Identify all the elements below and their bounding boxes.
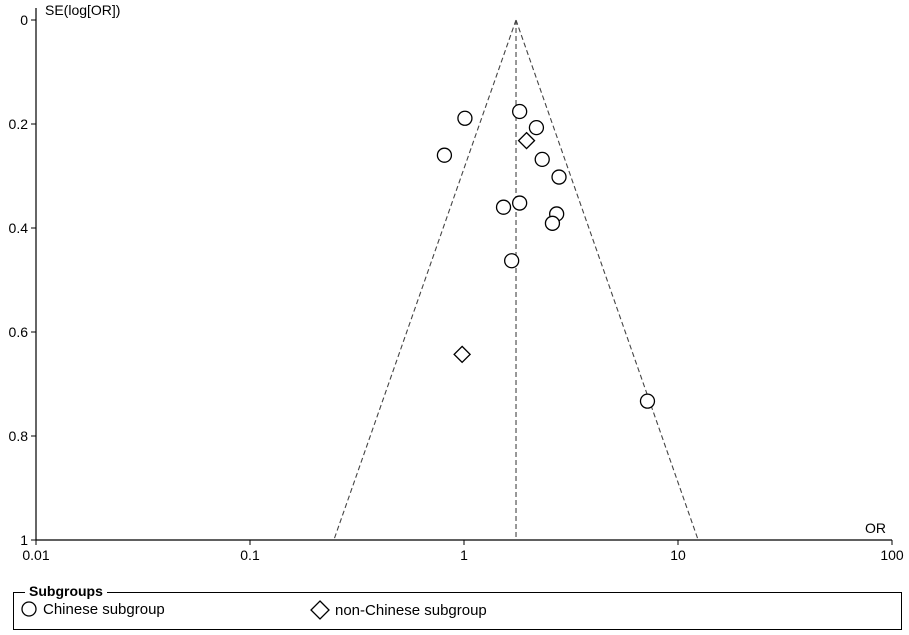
axes-layer: 00.20.40.60.810.01 0.1 1 10 100 — [9, 8, 904, 563]
legend-item-chinese: Chinese subgroup — [20, 600, 165, 618]
point-chinese — [528, 119, 545, 136]
x-tick-label: 100 — [880, 547, 904, 563]
funnel-plot: 00.20.40.60.810.01 0.1 1 10 100 SE(log[OR]) … — [9, 2, 904, 563]
y-axis-title: SE(log[OR]) — [45, 2, 120, 18]
legend-title: Subgroups — [25, 583, 107, 599]
point-chinese — [504, 253, 520, 269]
y-tick-label: 0 — [20, 12, 28, 28]
circle-marker-icon — [21, 601, 37, 617]
y-tick-label: 0.6 — [9, 324, 29, 340]
point-chinese — [551, 169, 567, 185]
y-tick-label: 0.8 — [9, 428, 29, 444]
funnel-lines — [333, 19, 699, 541]
diamond-marker-icon — [310, 600, 330, 620]
point-chinese — [512, 103, 528, 120]
point-non-chinese — [517, 131, 536, 150]
x-tick-label: 0.1 — [240, 547, 260, 563]
point-chinese — [436, 147, 453, 163]
legend-item-non-chinese: non-Chinese subgroup — [310, 600, 487, 620]
x-tick-label: 10 — [670, 547, 686, 563]
point-chinese — [495, 199, 512, 215]
point-non-chinese — [453, 345, 472, 364]
x-tick-label: 0.01 — [22, 547, 49, 563]
funnel-right-limit — [515, 19, 699, 541]
point-chinese — [639, 393, 656, 409]
point-chinese — [544, 215, 561, 231]
x-tick-label: 1 — [460, 547, 468, 563]
data-points — [436, 103, 656, 409]
legend-label-non-chinese: non-Chinese subgroup — [335, 601, 487, 619]
point-chinese — [457, 110, 473, 126]
y-tick-label: 0.4 — [9, 220, 29, 236]
y-tick-label: 0.2 — [9, 116, 29, 132]
legend-box — [13, 592, 902, 630]
legend-label-chinese: Chinese subgroup — [43, 600, 165, 618]
point-chinese — [534, 151, 550, 168]
funnel-left-limit — [333, 19, 517, 541]
x-axis-title: OR — [865, 520, 886, 536]
y-tick-label: 1 — [20, 532, 28, 548]
point-chinese — [512, 195, 528, 211]
